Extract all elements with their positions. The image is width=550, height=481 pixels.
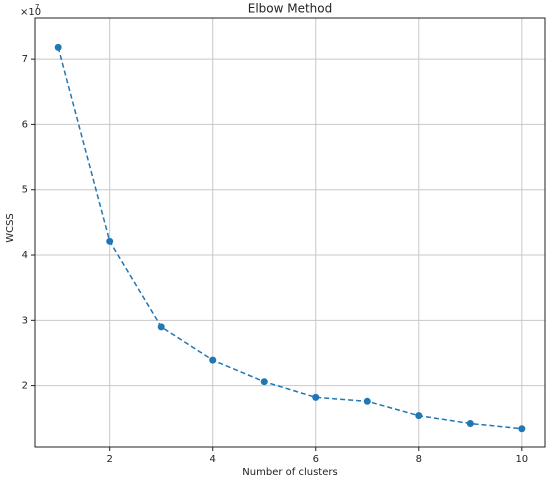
y-tick-label: 5 (22, 185, 28, 196)
x-tick-label: 8 (416, 454, 422, 465)
data-point (466, 419, 474, 427)
y-tick-label: 4 (22, 250, 28, 261)
x-tick-label: 10 (515, 454, 528, 465)
y-tick-label: 3 (22, 315, 28, 326)
x-tick-label: 4 (210, 454, 216, 465)
plot-frame (34, 17, 546, 448)
y-offset-base: ×10 (20, 7, 41, 18)
data-line (57, 47, 522, 430)
y-offset-exponent: 7 (35, 3, 39, 11)
data-point (363, 397, 371, 405)
y-tick-label: 2 (22, 381, 28, 392)
data-point (106, 237, 114, 245)
chart-title: Elbow Method (248, 2, 333, 16)
data-point (415, 412, 423, 420)
data-point (312, 393, 320, 401)
y-tick-label: 7 (22, 54, 28, 65)
data-point (260, 378, 268, 386)
x-axis-label: Number of clusters (242, 467, 337, 478)
data-point (518, 425, 526, 433)
data-point (209, 356, 217, 364)
y-axis-label: WCSS (5, 213, 16, 243)
x-tick-label: 6 (313, 454, 319, 465)
data-point (157, 323, 165, 331)
y-tick-label: 6 (22, 119, 28, 130)
x-tick-label: 2 (107, 454, 113, 465)
data-point (54, 43, 62, 51)
